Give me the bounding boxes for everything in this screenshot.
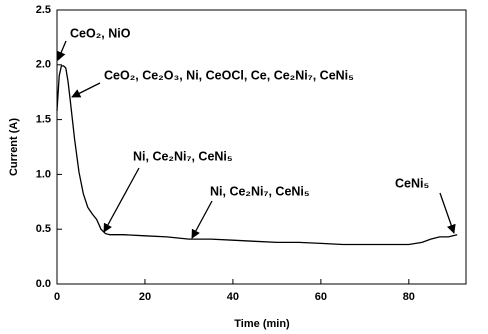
annotation: Ni, Ce₂Ni₇, CeNi₅ (133, 149, 233, 163)
annotation-arrow (71, 82, 101, 98)
y-tick-label: 0.5 (36, 223, 51, 235)
x-tick-label: 60 (315, 291, 327, 303)
annotation: Ni, Ce₂Ni₇, CeNi₅ (210, 184, 310, 198)
annotation: CeNi₅ (395, 176, 429, 190)
y-axis-label: Current (A) (8, 118, 20, 176)
x-tick-label: 80 (403, 291, 415, 303)
y-tick-label: 2.5 (36, 4, 51, 16)
annotation-arrow (439, 192, 456, 234)
x-tick-label: 0 (54, 291, 60, 303)
x-axis-label: Time (min) (234, 318, 290, 330)
x-tick-label: 20 (139, 291, 151, 303)
y-tick-label: 1.0 (36, 168, 51, 180)
data-line (56, 65, 458, 246)
annotation-arrow (191, 200, 213, 239)
annotation-arrow (103, 167, 140, 233)
x-tick-label: 40 (227, 291, 239, 303)
annotation-arrow (56, 40, 67, 61)
plot-frame (56, 9, 467, 285)
y-tick-label: 1.5 (36, 114, 51, 126)
annotation: CeO₂, Ce₂O₃, Ni, CeOCl, Ce, Ce₂Ni₇, CeNi… (104, 68, 354, 82)
y-tick-label: 0.0 (36, 278, 51, 290)
y-tick-label: 2.0 (36, 59, 51, 71)
annotation: CeO₂, NiO (70, 26, 131, 40)
